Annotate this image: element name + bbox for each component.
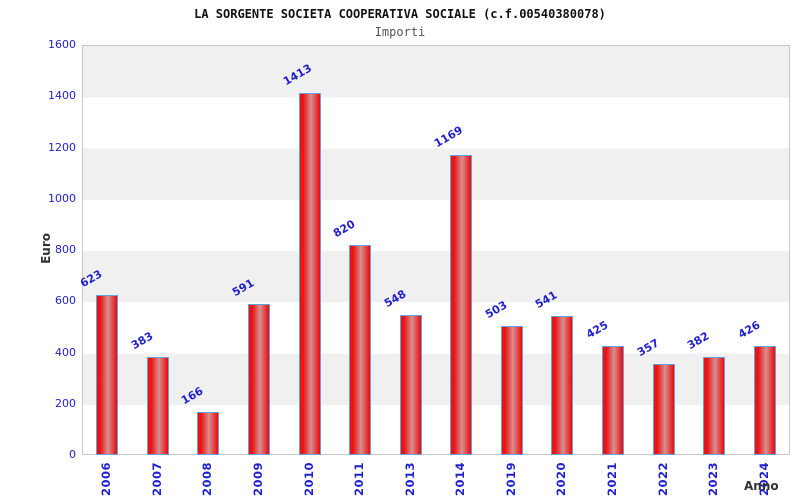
bar-2020 [551,316,574,455]
bar-2023 [703,357,726,455]
x-tick-label: 2023 [706,462,721,497]
y-tick-label: 1200 [48,140,76,154]
x-tick-label: 2009 [251,462,265,497]
x-tick-label: 2006 [99,462,114,497]
x-tick-label: 2022 [655,462,670,497]
y-tick-label: 400 [55,345,76,359]
x-tick-label: 2011 [352,462,367,497]
bar-2008 [197,412,220,455]
x-tick-label: 2019 [503,462,518,497]
bar-2011 [349,244,372,455]
bar-2006 [96,295,119,455]
y-tick-label: 800 [55,243,76,256]
x-tick-label: 2014 [453,462,468,497]
x-tick-label: 2008 [200,462,215,497]
y-tick-label: 600 [55,294,76,308]
x-tick-label: 2021 [605,462,619,497]
bar-2014 [450,155,473,455]
bar-2019 [500,326,523,455]
y-tick-label: 200 [55,396,76,410]
bar-2024 [753,345,776,455]
bar-2007 [146,356,169,455]
bar-2010 [298,92,321,455]
x-tick-label: 2007 [149,462,164,497]
bar-2022 [652,363,675,455]
y-axis-title: Euro [39,233,53,264]
bar-2021 [602,346,624,455]
y-tick-label: 1400 [48,89,76,103]
y-tick-label: 1600 [48,38,76,51]
x-axis-title: Anno [744,479,779,493]
bar-2013 [399,314,422,455]
x-tick-label: 2010 [301,462,316,497]
x-tick-label: 2013 [402,462,417,497]
bar-2009 [248,303,270,455]
y-tick-label: 0 [69,448,76,461]
chart-title: LA SORGENTE SOCIETA COOPERATIVA SOCIALE … [194,7,606,21]
x-tick-label: 2020 [554,462,569,497]
chart-subtitle: Importi [374,25,426,39]
y-tick-label: 1000 [48,191,76,205]
